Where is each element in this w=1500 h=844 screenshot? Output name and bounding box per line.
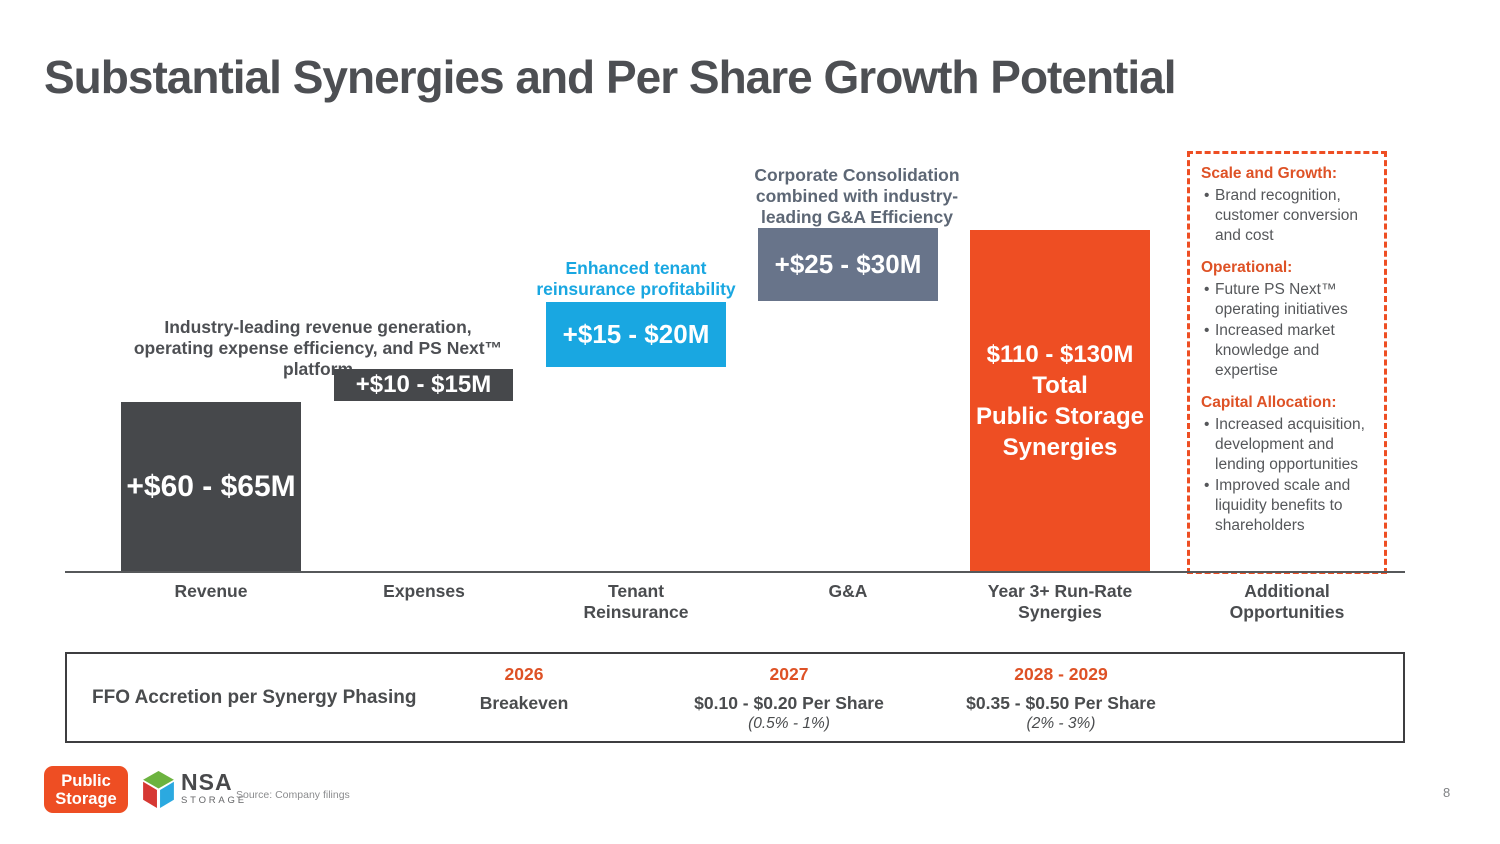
nsa-logo-subtitle: STORAGE [181, 795, 247, 806]
bar-total-label: $110 - $130M Total Public Storage Synerg… [975, 341, 1145, 461]
ga-annotation: Corporate Consolidation combined with in… [754, 165, 960, 227]
opportunity-bullet: Increased acquisition, development and l… [1201, 415, 1378, 475]
nsa-cube-icon [141, 770, 176, 814]
x-axis-line [65, 571, 1405, 573]
axis-label-tenant-reinsurance: Tenant Reinsurance [583, 581, 689, 622]
ffo-percent: (0.5% - 1%) [748, 715, 830, 732]
page-number: 8 [1443, 785, 1451, 800]
additional-opportunities-panel: Scale and Growth: Brand recognition, cus… [1187, 151, 1387, 574]
nsa-logo-name: NSA [181, 769, 233, 795]
ffo-percent: (2% - 3%) [1026, 715, 1096, 732]
bar-revenue-label: +$60 - $65M [126, 470, 296, 503]
opportunities-heading-capital-allocation: Capital Allocation: [1201, 394, 1337, 411]
bar-tenant-label: +$15 - $20M [562, 319, 710, 349]
opportunities-list-capital-allocation: Increased acquisition, development and l… [1201, 415, 1378, 536]
axis-label-revenue: Revenue [174, 581, 248, 601]
public-storage-logo-line1: Public [61, 771, 111, 790]
nsa-storage-logo: NSA STORAGE [141, 770, 247, 814]
bar-revenue: +$60 - $65M [121, 402, 301, 572]
ffo-accretion-table: FFO Accretion per Synergy Phasing 2026 B… [65, 652, 1405, 743]
ffo-column-2028-2029: 2028 - 2029 $0.35 - $0.50 Per Share (2% … [931, 654, 1191, 733]
public-storage-logo: Public Storage [44, 766, 128, 813]
nsa-logo-text: NSA STORAGE [181, 770, 247, 814]
ffo-year: 2026 [504, 664, 544, 684]
ffo-value: Breakeven [479, 693, 569, 713]
bar-tenant-reinsurance: +$15 - $20M [546, 302, 726, 367]
opportunities-list-scale-and-growth: Brand recognition, customer conversion a… [1201, 186, 1378, 246]
axis-label-additional-opportunities: Additional Opportunities [1229, 581, 1345, 622]
bar-ga-label: +$25 - $30M [774, 249, 922, 279]
tenant-reinsurance-annotation: Enhanced tenant reinsurance profitabilit… [536, 258, 736, 299]
page-title: Substantial Synergies and Per Share Grow… [44, 51, 1177, 103]
ffo-year: 2027 [769, 664, 809, 684]
opportunity-bullet: Future PS Next™ operating initiatives [1201, 280, 1378, 320]
opportunity-bullet: Brand recognition, customer conversion a… [1201, 186, 1378, 246]
opportunities-heading-scale-and-growth: Scale and Growth: [1201, 165, 1338, 182]
opportunities-list-operational: Future PS Next™ operating initiatives In… [1201, 280, 1378, 381]
ffo-table-row-label: FFO Accretion per Synergy Phasing [92, 687, 417, 708]
source-note: Source: Company filings [236, 789, 350, 801]
bar-expenses: +$10 - $15M [334, 369, 513, 401]
ffo-value: $0.35 - $0.50 Per Share [966, 693, 1156, 713]
ffo-value: $0.10 - $0.20 Per Share [694, 693, 884, 713]
opportunity-bullet: Improved scale and liquidity benefits to… [1201, 476, 1378, 536]
revenue-expenses-annotation: Industry-leading revenue generation, ope… [133, 317, 503, 379]
bar-ga: +$25 - $30M [758, 228, 938, 301]
opportunity-bullet: Increased market knowledge and expertise [1201, 321, 1378, 381]
ffo-column-2026: 2026 Breakeven [424, 654, 624, 714]
public-storage-logo-line2: Storage [55, 789, 117, 808]
axis-label-run-rate-synergies: Year 3+ Run-Rate Synergies [987, 581, 1133, 622]
ffo-year: 2028 - 2029 [1014, 664, 1108, 684]
axis-label-expenses: Expenses [383, 581, 465, 601]
bar-expenses-label: +$10 - $15M [355, 371, 492, 398]
axis-label-ga: G&A [828, 581, 868, 601]
opportunities-heading-operational: Operational: [1201, 259, 1293, 276]
bar-total-synergies: $110 - $130M Total Public Storage Synerg… [970, 230, 1150, 572]
ffo-column-2027: 2027 $0.10 - $0.20 Per Share (0.5% - 1%) [659, 654, 919, 733]
